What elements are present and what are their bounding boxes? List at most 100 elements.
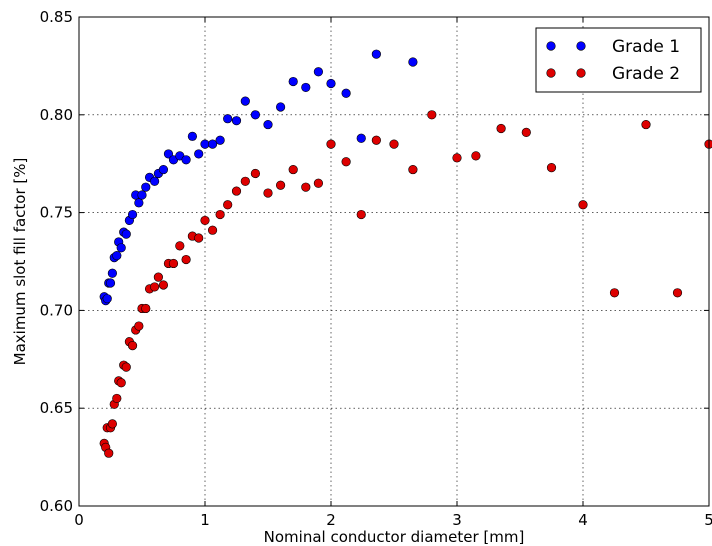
y-tick-label: 0.85 xyxy=(40,8,73,26)
data-point xyxy=(408,164,418,175)
x-tick-label: 1 xyxy=(200,511,210,529)
data-point xyxy=(389,139,399,149)
data-point xyxy=(141,303,151,314)
data-point xyxy=(672,288,683,298)
data-point xyxy=(301,82,311,93)
data-point xyxy=(356,133,366,143)
data-point xyxy=(175,241,185,251)
data-point xyxy=(521,127,531,138)
data-point xyxy=(471,151,481,161)
data-point xyxy=(207,139,218,149)
data-point xyxy=(288,76,298,87)
plot-frame xyxy=(78,16,710,507)
data-point xyxy=(288,164,298,175)
data-point xyxy=(107,268,117,278)
data-point xyxy=(223,114,233,124)
data-point xyxy=(127,209,138,220)
x-tick-label: 4 xyxy=(578,511,588,529)
data-point xyxy=(452,153,462,163)
data-point xyxy=(263,188,273,198)
legend: Grade 1 Grade 2 xyxy=(535,27,702,93)
x-axis-label: Nominal conductor diameter [mm] xyxy=(264,528,525,546)
data-point xyxy=(127,341,138,351)
data-point xyxy=(326,139,336,149)
data-point xyxy=(181,155,191,165)
data-point xyxy=(194,233,204,243)
data-point xyxy=(150,176,160,186)
data-point xyxy=(158,280,169,290)
data-point xyxy=(641,119,651,130)
data-point xyxy=(578,200,588,210)
legend-box xyxy=(535,27,702,93)
y-tick-label: 0.75 xyxy=(40,204,73,222)
data-point xyxy=(181,254,191,265)
data-point xyxy=(168,258,179,269)
x-tick-label: 2 xyxy=(326,511,336,529)
data-point xyxy=(427,110,437,120)
legend-label: Grade 1 xyxy=(612,37,680,57)
data-point xyxy=(112,251,122,261)
data-point xyxy=(250,168,260,179)
data-point xyxy=(341,157,351,167)
data-point xyxy=(215,209,225,220)
data-point xyxy=(356,209,366,220)
data-point xyxy=(200,215,210,226)
data-point xyxy=(496,123,506,134)
y-tick-label: 0.60 xyxy=(40,497,73,515)
data-point xyxy=(609,288,620,298)
axis-ticks: 0 1 2 3 4 5 0.60 0.65 0.70 0.75 0.80 0.85 xyxy=(40,8,712,529)
data-point xyxy=(301,182,311,192)
data-point xyxy=(187,131,197,141)
data-point xyxy=(408,57,418,67)
data-point xyxy=(102,294,112,304)
data-point xyxy=(313,67,324,77)
data-point xyxy=(704,139,712,149)
data-points xyxy=(99,49,712,458)
y-tick-label: 0.65 xyxy=(40,399,73,417)
data-point xyxy=(546,163,557,173)
data-point xyxy=(276,102,286,112)
data-point xyxy=(207,225,218,235)
data-point xyxy=(276,180,286,190)
data-point xyxy=(112,393,122,404)
data-point xyxy=(104,448,114,458)
data-point xyxy=(134,321,144,331)
data-point xyxy=(263,119,273,130)
data-point xyxy=(326,78,336,89)
data-point xyxy=(240,96,250,106)
legend-label: Grade 2 xyxy=(612,64,680,84)
data-point xyxy=(137,190,147,200)
data-point xyxy=(231,116,242,126)
data-point xyxy=(215,135,225,145)
x-tick-label: 0 xyxy=(74,511,84,529)
legend-marker xyxy=(546,41,556,51)
data-point xyxy=(158,164,169,175)
series-2 xyxy=(99,110,712,458)
y-tick-label: 0.70 xyxy=(40,301,73,319)
data-point xyxy=(250,110,260,120)
y-axis-label: Maximum slot fill factor [%] xyxy=(11,158,29,366)
data-point xyxy=(231,186,242,196)
data-point xyxy=(134,198,144,208)
data-point xyxy=(153,272,163,282)
grid-lines xyxy=(79,17,709,506)
data-point xyxy=(223,200,233,210)
data-point xyxy=(116,378,126,388)
data-point xyxy=(313,178,324,188)
data-point xyxy=(141,182,151,192)
data-point xyxy=(341,88,351,98)
data-point xyxy=(121,362,131,372)
data-point xyxy=(150,282,160,292)
data-point xyxy=(371,49,381,59)
data-point xyxy=(240,176,250,186)
data-point xyxy=(371,135,381,145)
data-point xyxy=(194,149,204,159)
legend-marker xyxy=(576,41,586,51)
data-point xyxy=(105,278,116,288)
data-point xyxy=(116,243,126,253)
data-point xyxy=(121,229,131,239)
data-point xyxy=(107,419,117,429)
x-tick-label: 3 xyxy=(452,511,462,529)
data-point xyxy=(163,149,174,159)
